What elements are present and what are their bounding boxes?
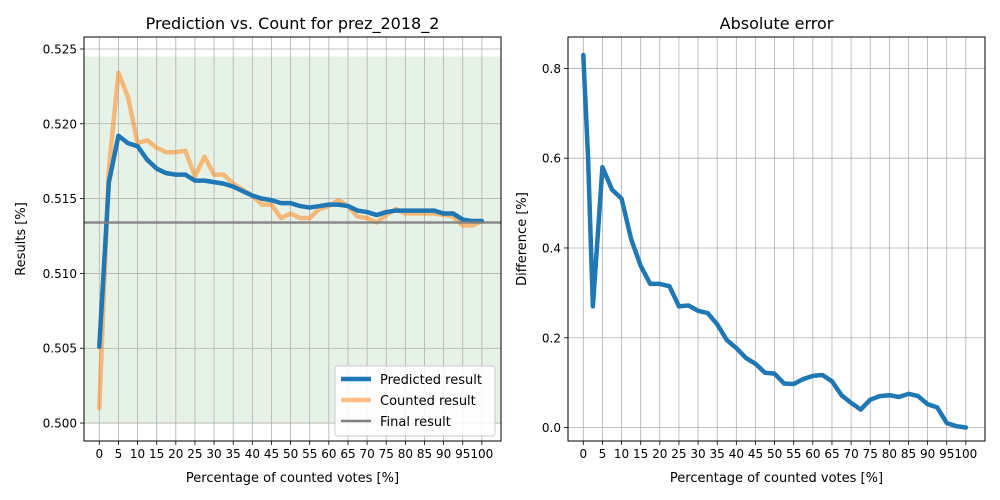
x-tick-label: 25	[187, 447, 202, 461]
x-tick-label: 55	[786, 447, 801, 461]
x-tick-label: 95	[455, 447, 470, 461]
y-tick-label: 0.6	[542, 152, 561, 166]
chart-right: 0 5 10 15 20 25 30 35 40 45 50 55 60 65 70 75 80 85 90 95 10…	[515, 14, 986, 486]
x-tick-label: 55	[302, 447, 317, 461]
right-plot-frame	[567, 36, 986, 442]
x-tick-label: 35	[226, 447, 241, 461]
x-tick-label: 75	[863, 447, 878, 461]
y-tick-label: 0.510	[43, 267, 77, 281]
x-tick-label: 40	[245, 447, 260, 461]
x-tick-label: 30	[690, 447, 705, 461]
legend-label-counted: Counted result	[380, 394, 476, 409]
y-tick-label: 0.4	[542, 241, 561, 255]
x-tick-label: 60	[321, 447, 336, 461]
x-tick-label: 85	[417, 447, 432, 461]
x-tick-label: 100	[954, 447, 977, 461]
legend-box	[334, 365, 496, 437]
x-tick-label: 80	[882, 447, 897, 461]
x-tick-label: 45	[748, 447, 763, 461]
left-ticks: 0 5 10 15 20 25 30 35 40 45 50 55 60 65 70 75 80 85 90 95 10…	[43, 42, 494, 461]
x-tick-label: 35	[710, 447, 725, 461]
x-tick-label: 10	[614, 447, 629, 461]
legend: Predicted result Counted result Final re…	[334, 365, 496, 437]
x-tick-label: 40	[729, 447, 744, 461]
x-tick-label: 80	[398, 447, 413, 461]
legend-label-final: Final result	[380, 415, 451, 430]
series-line-absolute-error	[581, 52, 969, 430]
series-line-counted	[97, 70, 485, 411]
x-tick-label: 0	[579, 447, 587, 461]
left-plot-frame	[83, 36, 502, 442]
x-tick-label: 60	[805, 447, 820, 461]
x-tick-label: 5	[599, 447, 607, 461]
left-lines	[84, 70, 501, 411]
y-tick-label: 0.8	[542, 62, 561, 76]
x-tick-label: 70	[843, 447, 858, 461]
y-tick-label: 0.0	[542, 421, 561, 435]
left-chart-title: Prediction vs. Count for prez_2018_2	[146, 14, 440, 34]
x-tick-label: 85	[901, 447, 916, 461]
x-tick-label: 50	[283, 447, 298, 461]
left-x-axis-label: Percentage of counted votes [%]	[186, 471, 399, 486]
y-tick-label: 0.515	[43, 192, 77, 206]
y-tick-label: 0.2	[542, 331, 561, 345]
chart-left: 0 5 10 15 20 25 30 35 40 45 50 55 60 65 70 75 80 85 90 95 10…	[14, 14, 502, 486]
x-tick-label: 50	[767, 447, 782, 461]
y-tick-label: 0.505	[43, 342, 77, 356]
x-tick-label: 100	[470, 447, 493, 461]
right-chart-title: Absolute error	[720, 14, 834, 33]
right-x-axis-label: Percentage of counted votes [%]	[670, 471, 883, 486]
x-tick-label: 70	[359, 447, 374, 461]
x-tick-label: 90	[920, 447, 935, 461]
x-tick-label: 20	[168, 447, 183, 461]
confidence-band	[84, 56, 501, 424]
x-tick-label: 25	[671, 447, 686, 461]
y-tick-label: 0.520	[43, 117, 77, 131]
series-line-predicted	[97, 133, 485, 349]
x-tick-label: 75	[379, 447, 394, 461]
right-lines	[581, 52, 969, 430]
y-tick-label: 0.500	[43, 417, 77, 431]
left-y-axis-label: Results [%]	[14, 202, 29, 276]
x-tick-label: 45	[264, 447, 279, 461]
x-tick-label: 15	[633, 447, 648, 461]
x-tick-label: 65	[340, 447, 355, 461]
left-band-layer	[84, 56, 501, 424]
x-tick-label: 30	[206, 447, 221, 461]
x-tick-label: 65	[824, 447, 839, 461]
x-tick-label: 15	[149, 447, 164, 461]
right-ticks: 0 5 10 15 20 25 30 35 40 45 50 55 60 65 70 75 80 85 90 95 10…	[542, 62, 977, 461]
y-tick-label: 0.525	[43, 42, 77, 56]
x-tick-label: 10	[130, 447, 145, 461]
right-y-axis-label: Difference [%]	[515, 192, 530, 286]
x-tick-label: 5	[115, 447, 123, 461]
x-tick-label: 95	[939, 447, 954, 461]
x-tick-label: 0	[95, 447, 103, 461]
x-tick-label: 90	[436, 447, 451, 461]
legend-label-predicted: Predicted result	[380, 373, 482, 388]
x-tick-label: 20	[652, 447, 667, 461]
